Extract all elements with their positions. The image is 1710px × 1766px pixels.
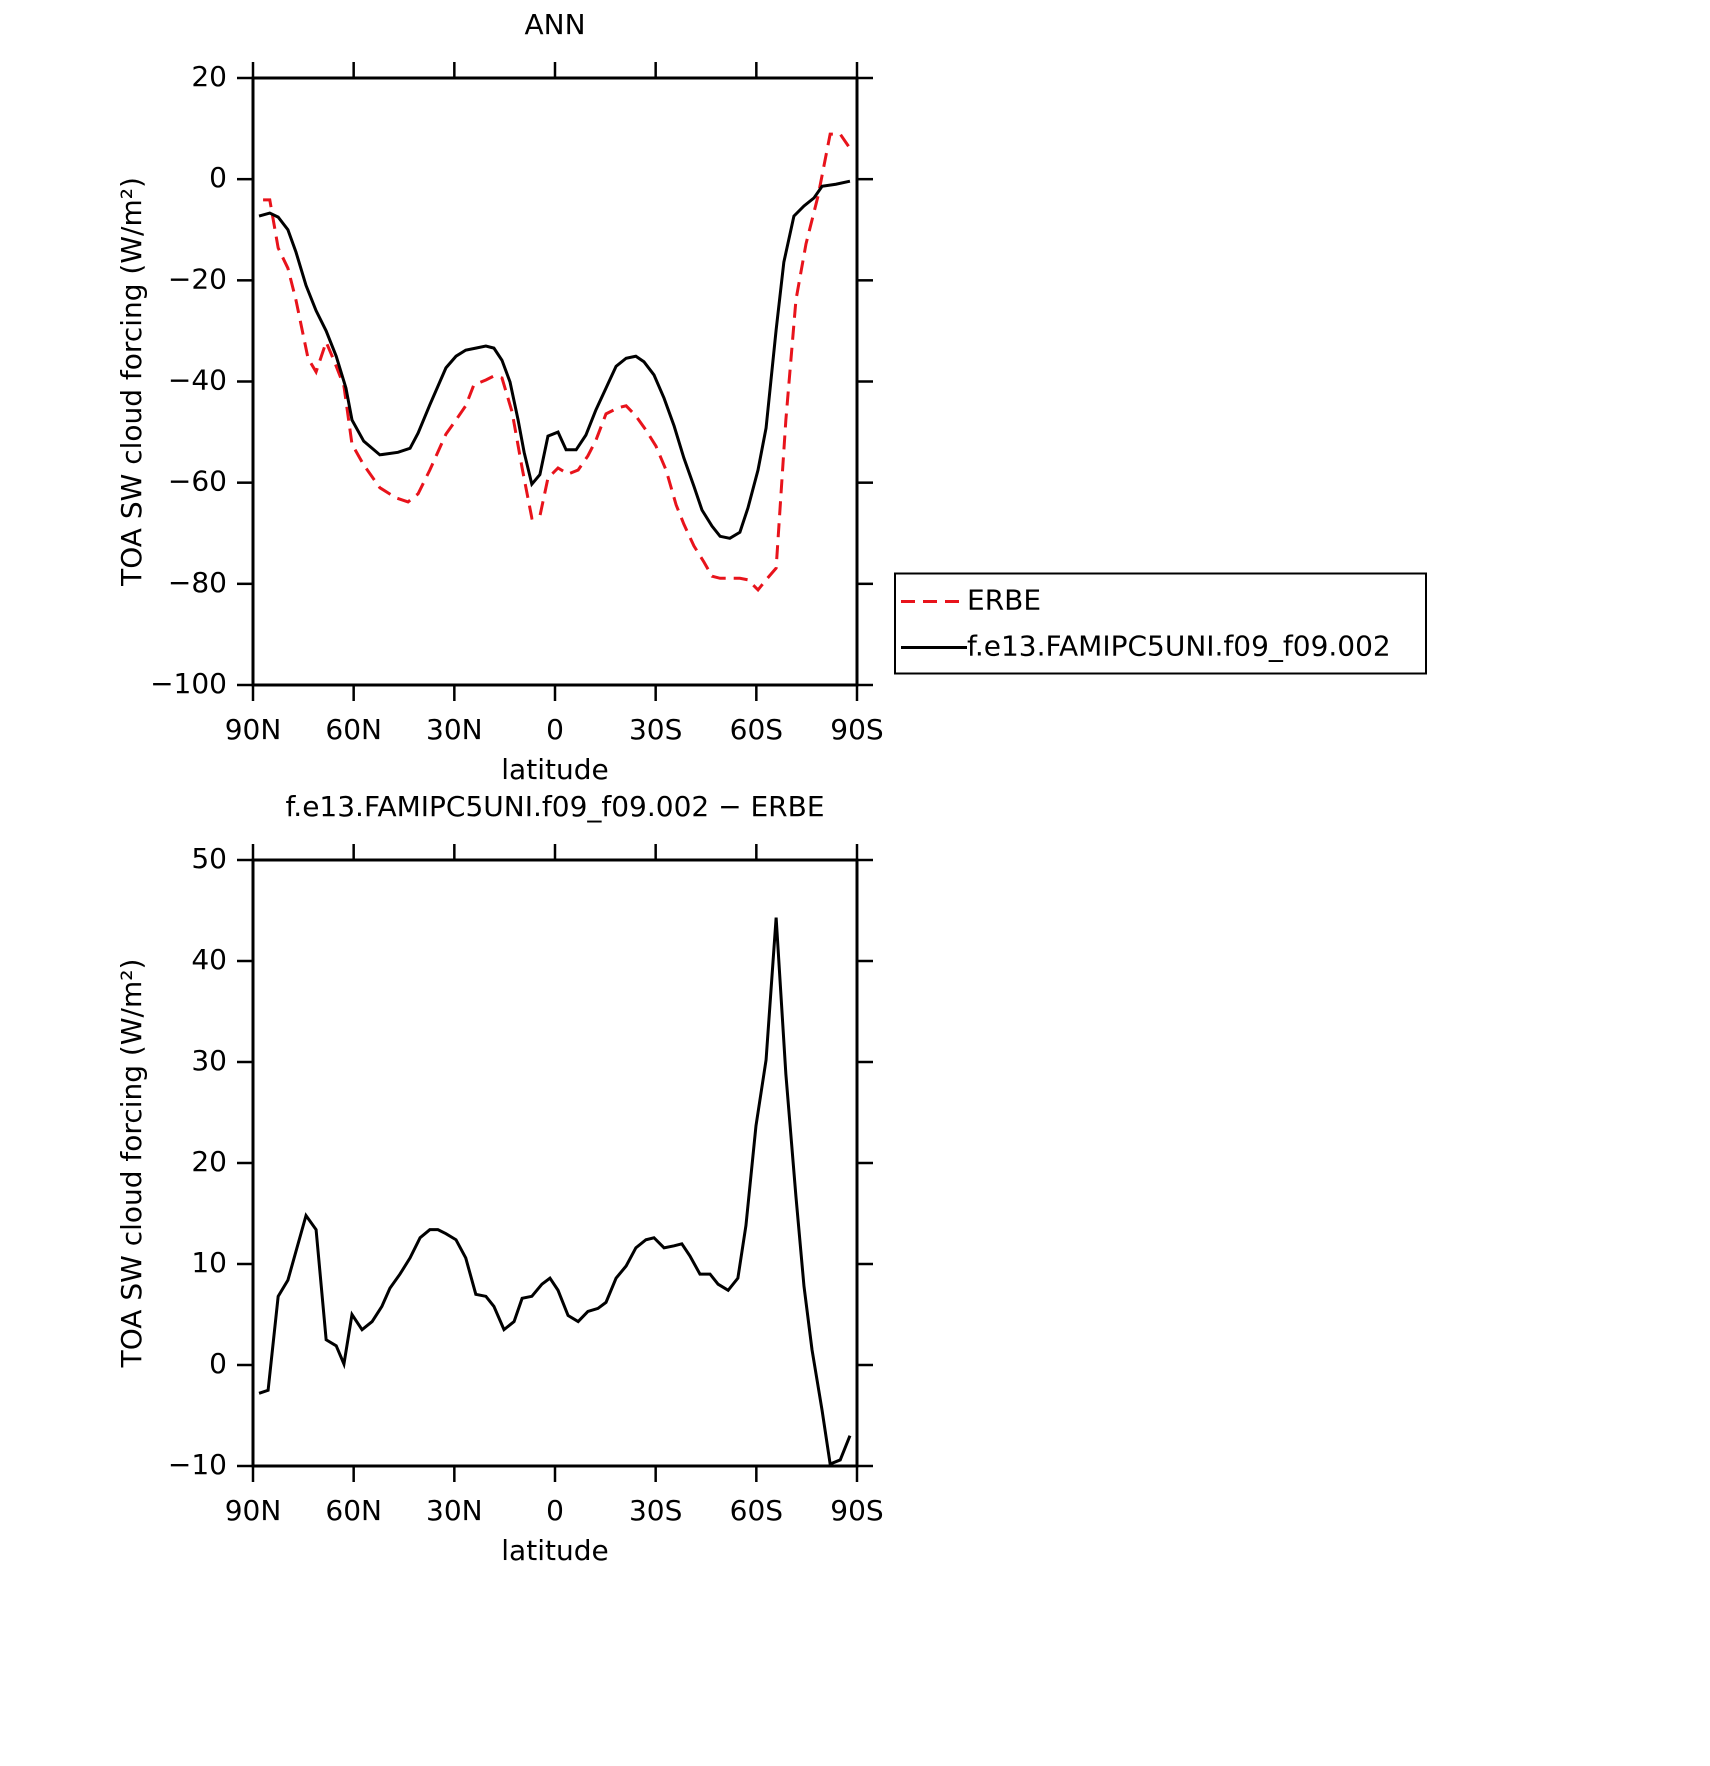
legend-label: f.e13.FAMIPC5UNI.f09_f09.002: [967, 630, 1391, 663]
x-tick-label: 90S: [830, 1494, 883, 1527]
x-tick-label: 90N: [225, 1494, 282, 1527]
x-tick-label: 30S: [629, 1494, 682, 1527]
data-line: [263, 132, 852, 593]
x-axis-label: latitude: [501, 753, 608, 786]
y-tick-label: −80: [168, 566, 227, 599]
y-tick-label: 0: [209, 161, 227, 194]
y-tick-label: −20: [168, 262, 227, 295]
legend-box: [894, 572, 1427, 675]
data-line: [258, 179, 851, 540]
x-axis-label: latitude: [501, 1534, 608, 1567]
plot-frame: [251, 76, 859, 687]
y-tick-label: −10: [168, 1448, 227, 1481]
x-tick-label: 30N: [426, 713, 483, 746]
x-tick-label: 60N: [325, 1494, 382, 1527]
x-tick-label: 60S: [730, 713, 783, 746]
x-tick-label: 90N: [225, 713, 282, 746]
legend-label: ERBE: [967, 584, 1041, 617]
x-tick-label: 90S: [830, 713, 883, 746]
chart-title: f.e13.FAMIPC5UNI.f09_f09.002 − ERBE: [285, 790, 824, 823]
x-tick-label: 60N: [325, 713, 382, 746]
y-tick-label: 40: [191, 943, 227, 976]
y-tick-label: −40: [168, 364, 227, 397]
y-tick-label: 10: [191, 1246, 227, 1279]
y-axis-label: TOA SW cloud forcing (W/m²): [115, 177, 148, 587]
chart-title: ANN: [524, 8, 585, 41]
plot-frame: [251, 858, 859, 1468]
y-tick-label: 20: [191, 1145, 227, 1178]
y-tick-label: −100: [150, 667, 227, 700]
x-tick-label: 30S: [629, 713, 682, 746]
data-line: [258, 917, 852, 1467]
y-tick-label: 30: [191, 1044, 227, 1077]
y-tick-label: −60: [168, 465, 227, 498]
x-tick-label: 0: [546, 713, 564, 746]
y-tick-label: 0: [209, 1347, 227, 1380]
y-tick-label: 50: [191, 842, 227, 875]
y-tick-label: 20: [191, 60, 227, 93]
y-axis-label: TOA SW cloud forcing (W/m²): [115, 959, 148, 1369]
x-tick-label: 0: [546, 1494, 564, 1527]
x-tick-label: 30N: [426, 1494, 483, 1527]
x-tick-label: 60S: [730, 1494, 783, 1527]
